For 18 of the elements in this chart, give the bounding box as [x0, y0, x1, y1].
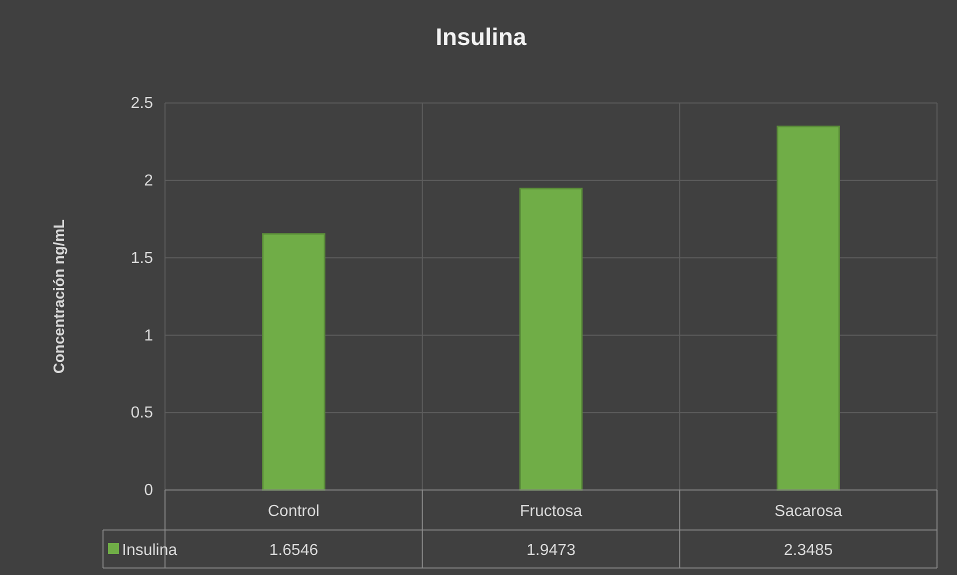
data-label: 1.6546	[269, 542, 318, 559]
y-tick-label: 1.5	[130, 250, 154, 267]
data-label: 2.3485	[784, 542, 833, 559]
y-tick-label: 2.5	[130, 95, 154, 112]
bar	[776, 126, 840, 491]
y-tick-label: 0	[144, 482, 154, 500]
x-tick-label: Sacarosa	[774, 503, 842, 520]
legend-label: Insulina	[122, 542, 178, 559]
x-tick-label: Fructosa	[520, 503, 582, 520]
y-tick-label: 1	[144, 327, 154, 344]
x-tick-label: Control	[268, 503, 320, 520]
chart-title: Insulina	[436, 24, 527, 51]
y-tick-label: 2	[144, 172, 154, 190]
data-label: 1.9473	[526, 542, 576, 559]
y-tick-label: 0.5	[130, 404, 154, 422]
bar	[262, 233, 326, 491]
bar	[519, 188, 583, 491]
y-axis-title: Concentración ng/mL	[51, 219, 68, 374]
